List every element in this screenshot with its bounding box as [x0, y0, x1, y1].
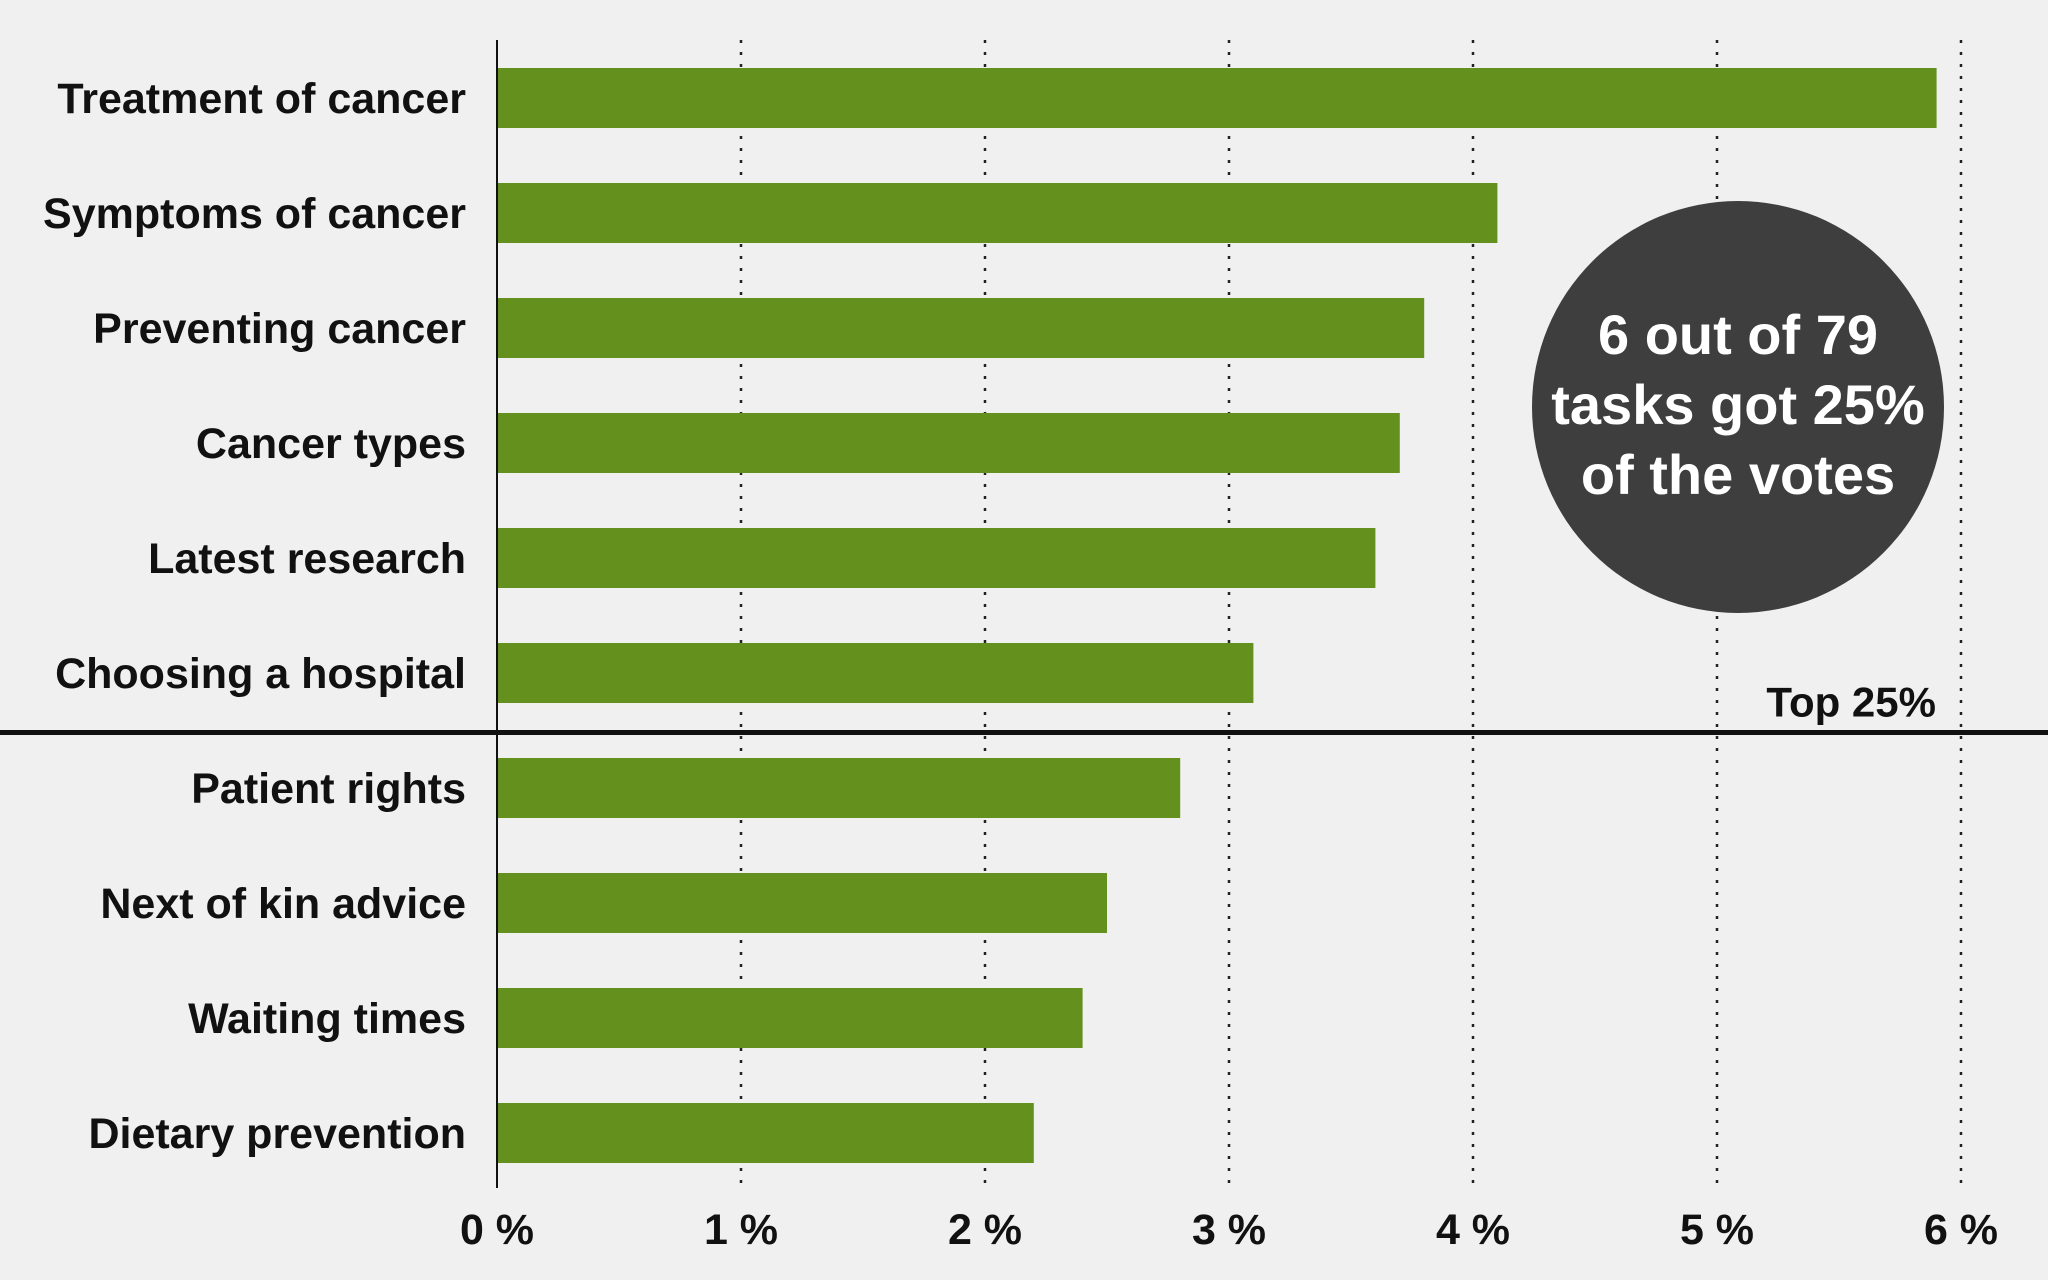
x-tick-labels: 0 % 1 % 2 % 3 % 4 % 5 % 6 %: [460, 1206, 1998, 1254]
bar-9: [497, 1103, 1034, 1163]
category-label-4: Latest research: [148, 535, 466, 583]
category-label-9: Dietary prevention: [88, 1110, 466, 1158]
x-tick-label-1: 1 %: [704, 1206, 778, 1254]
x-tick-label-5: 5 %: [1680, 1206, 1754, 1254]
category-label-8: Waiting times: [188, 995, 466, 1043]
x-tick-label-2: 2 %: [948, 1206, 1022, 1254]
bar-4: [497, 528, 1376, 588]
bar-6: [497, 758, 1181, 818]
bar-7: [497, 873, 1107, 933]
x-tick-label-3: 3 %: [1192, 1206, 1266, 1254]
bar-2: [497, 298, 1425, 358]
bar-0: [497, 68, 1937, 128]
bar-8: [497, 988, 1083, 1048]
threshold-label: Top 25%: [1766, 679, 1936, 726]
category-label-0: Treatment of cancer: [57, 75, 466, 123]
x-tick-label-0: 0 %: [460, 1206, 534, 1254]
bars: [497, 68, 1937, 1163]
category-label-3: Cancer types: [196, 420, 466, 468]
x-tick-label-4: 4 %: [1436, 1206, 1510, 1254]
x-tick-label-6: 6 %: [1924, 1206, 1998, 1254]
callout-circle: 6 out of 79 tasks got 25% of the votes: [1532, 201, 1944, 613]
category-label-6: Patient rights: [191, 765, 466, 813]
category-labels: Treatment of cancer Symptoms of cancer Pre…: [43, 75, 466, 1158]
category-label-1: Symptoms of cancer: [43, 190, 466, 238]
bar-5: [497, 643, 1254, 703]
category-label-2: Preventing cancer: [93, 305, 466, 353]
category-label-7: Next of kin advice: [100, 880, 466, 928]
callout-text: 6 out of 79 tasks got 25% of the votes: [1551, 303, 1925, 506]
category-label-5: Choosing a hospital: [55, 650, 466, 698]
bar-3: [497, 413, 1400, 473]
bar-1: [497, 183, 1498, 243]
